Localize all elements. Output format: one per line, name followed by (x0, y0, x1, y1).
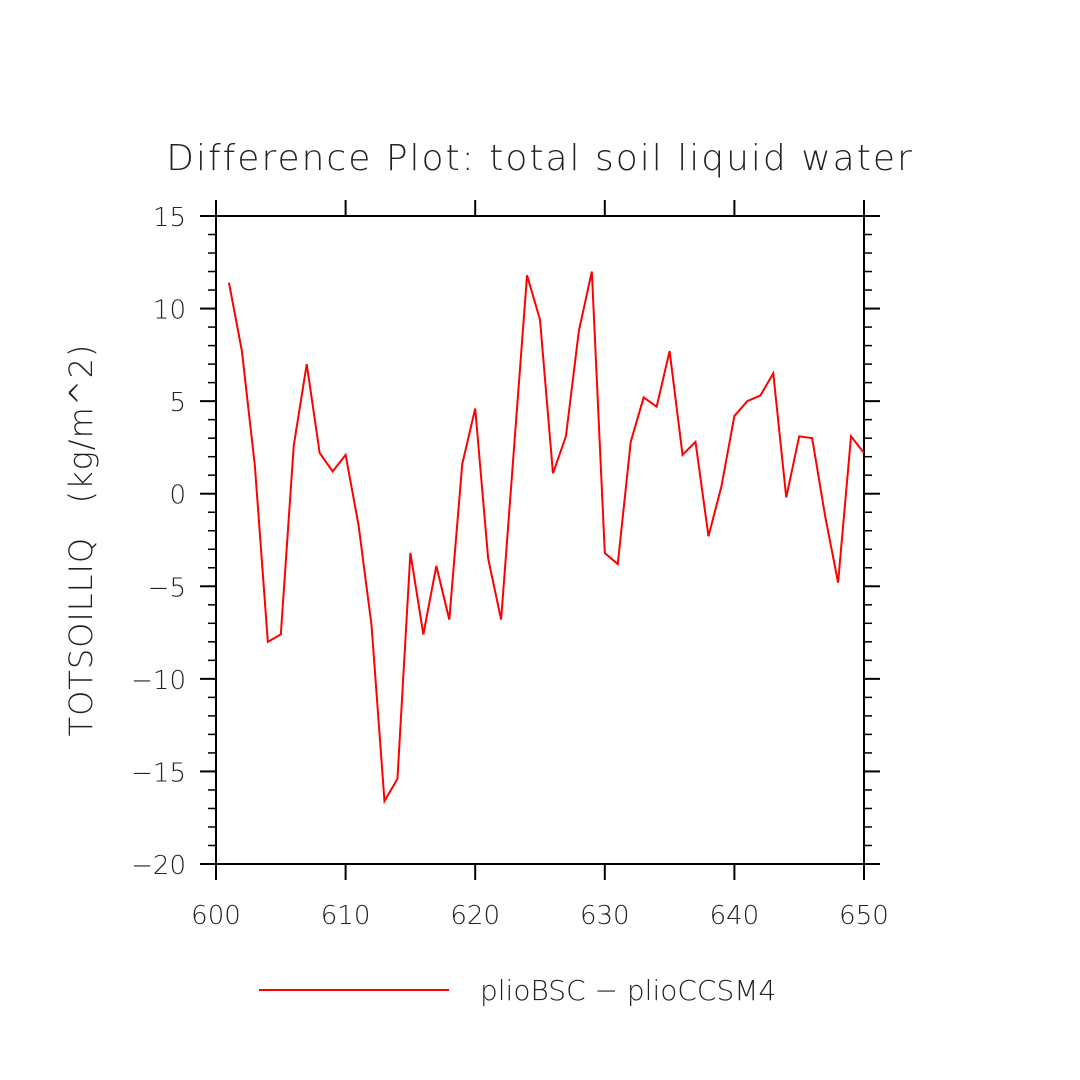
chart-title: Difference Plot: total soil liquid water (166, 138, 914, 179)
y-tick-label: −10 (131, 666, 186, 696)
y-tick-label: 10 (153, 296, 186, 326)
y-tick-label: 0 (169, 481, 186, 511)
y-tick-label: 5 (169, 388, 186, 418)
legend: plioBSC − plioCCSM4 (259, 974, 776, 1007)
y-tick-label: 15 (153, 203, 186, 233)
y-tick-label: −15 (131, 758, 186, 788)
series-line (227, 271, 865, 805)
x-tick-label: 650 (839, 901, 889, 931)
plot-frame (215, 215, 865, 865)
series-group (227, 271, 865, 805)
axis-ticks (200, 200, 880, 880)
x-tick-label: 640 (710, 901, 760, 931)
y-axis-label: TOTSOILLIQ (kg/m^2) (62, 344, 100, 737)
legend-label: plioBSC − plioCCSM4 (480, 974, 776, 1007)
y-tick-label: −5 (148, 573, 186, 603)
y-tick-label: −20 (131, 851, 186, 881)
tick-labels: −20 −15 −10 −5 0 5 10 15 600 610 620 630 640 650 (131, 203, 889, 931)
x-tick-label: 620 (450, 901, 500, 931)
x-tick-label: 610 (321, 901, 371, 931)
y-axis-label-group: TOTSOILLIQ (kg/m^2) (62, 344, 100, 737)
x-tick-label: 600 (191, 901, 241, 931)
x-tick-label: 630 (580, 901, 630, 931)
plot-area (215, 215, 865, 865)
